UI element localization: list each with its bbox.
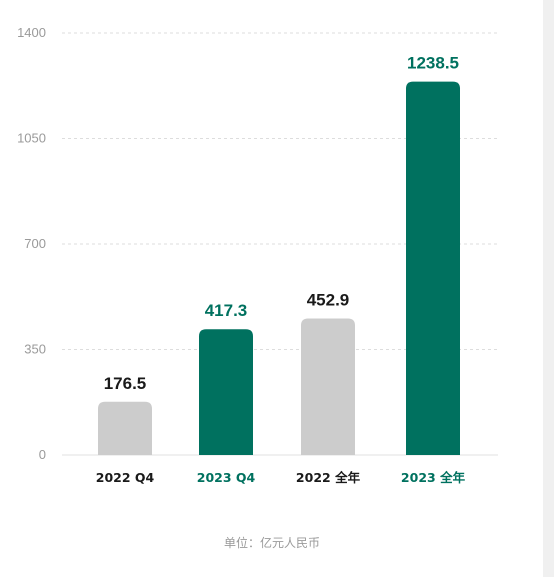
x-tick-label: 2022 Q4	[96, 470, 155, 485]
x-tick-label: 2022 全年	[296, 470, 361, 485]
unit-note: 单位：亿元人民币	[223, 536, 320, 550]
data-label: 176.5	[104, 374, 147, 393]
y-tick-label: 1400	[17, 25, 46, 40]
x-tick-label: 2023 全年	[401, 470, 466, 485]
y-tick-label: 0	[39, 447, 46, 462]
data-label: 417.3	[205, 301, 248, 320]
data-label: 1238.5	[407, 54, 459, 73]
y-tick-label: 1050	[17, 131, 46, 146]
scrollbar-track[interactable]	[543, 0, 554, 577]
data-label: 452.9	[307, 290, 350, 309]
y-tick-label: 700	[24, 236, 46, 251]
bar	[301, 318, 355, 455]
x-tick-label: 2023 Q4	[197, 470, 256, 485]
bar	[199, 329, 253, 455]
bar	[98, 401, 152, 455]
y-tick-label: 350	[24, 342, 46, 357]
bar	[406, 81, 460, 455]
